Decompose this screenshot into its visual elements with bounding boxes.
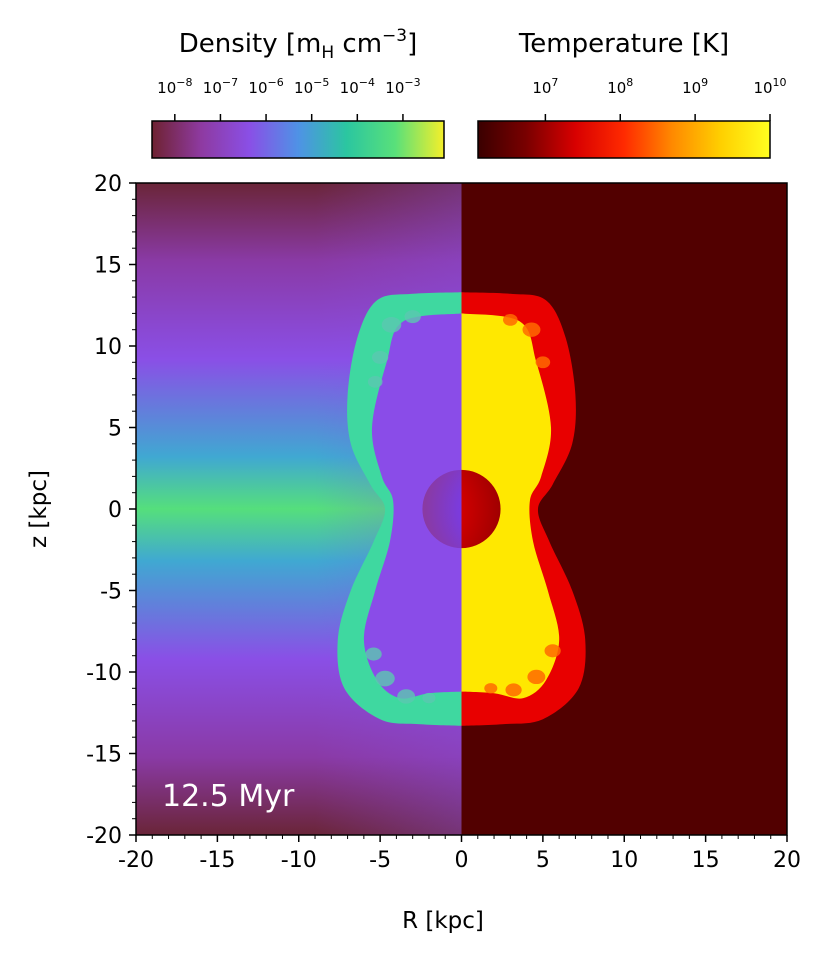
- temperature-colorbar-tick-label: 108: [607, 76, 633, 97]
- x-tick-label: -5: [369, 848, 391, 873]
- density-colorbar-tick-label: 10−3: [385, 76, 420, 97]
- density-eddy: [371, 350, 389, 364]
- x-tick-label: -15: [199, 848, 235, 873]
- density-colorbar-tick-label: 10−6: [248, 76, 283, 97]
- temperature-eddy: [544, 644, 561, 658]
- temperature-core: [461, 469, 501, 549]
- temperature-eddy: [505, 683, 522, 697]
- temperature-colorbar-title: Temperature [K]: [518, 29, 729, 59]
- temperature-eddy: [527, 669, 546, 685]
- x-tick-label: 5: [536, 848, 550, 873]
- density-eddy: [404, 310, 421, 324]
- x-tick-label: -10: [281, 848, 317, 873]
- x-tick-label: 0: [455, 848, 469, 873]
- x-tick-label: 10: [610, 848, 638, 873]
- y-tick-label: 20: [94, 172, 122, 197]
- density-colorbar-tick-label: 10−7: [203, 76, 238, 97]
- density-eddy: [375, 670, 395, 687]
- density-eddy: [365, 647, 382, 661]
- x-axis-title: R [kpc]: [402, 908, 484, 934]
- temperature-colorbar-tick-label: 109: [682, 76, 708, 97]
- temperature-eddy: [484, 683, 498, 694]
- y-tick-label: 0: [108, 498, 122, 523]
- temperature-eddy: [503, 314, 518, 326]
- y-axis-title: z [kpc]: [26, 470, 52, 548]
- temperature-panel: [461, 183, 787, 835]
- density-colorbar-title: Density [mH cm−3]: [179, 26, 418, 63]
- density-eddy: [381, 316, 402, 333]
- density-panel: [136, 183, 462, 835]
- temperature-eddy: [535, 356, 551, 369]
- temperature-colorbar-tick-label: 1010: [753, 76, 786, 97]
- temperature-bubble-interior: [461, 313, 560, 699]
- axes: -20 -15 -10 -5 0 5 10 15 20 20 15 10 5 0 -5 -10 -15 -20: [86, 172, 801, 873]
- x-tick-label: 20: [773, 848, 801, 873]
- density-eddy: [422, 692, 436, 704]
- y-tick-label: -20: [86, 824, 122, 849]
- temperature-colorbar-bar: [477, 120, 771, 159]
- density-colorbar: 10−8 10−7 10−6 10−5 10−4 10−3: [151, 76, 445, 159]
- density-core: [422, 469, 462, 549]
- y-tick-label: -10: [86, 661, 122, 686]
- density-colorbar-tick-label: 10−5: [294, 76, 329, 97]
- density-bubble-interior: [363, 313, 462, 699]
- y-tick-label: 5: [108, 417, 122, 442]
- temperature-colorbar: 107 108 109 1010: [477, 76, 787, 159]
- plot-area: [136, 183, 787, 835]
- density-eddy: [397, 689, 416, 704]
- y-tick-label: 15: [94, 254, 122, 279]
- density-eddy: [367, 375, 383, 388]
- temperature-colorbar-tick-label: 107: [532, 76, 558, 97]
- time-label: 12.5 Myr: [162, 779, 295, 814]
- x-tick-label: -20: [118, 848, 154, 873]
- y-tick-label: -5: [100, 580, 122, 605]
- y-tick-label: -15: [86, 743, 122, 768]
- x-tick-label: 15: [692, 848, 720, 873]
- temperature-eddy: [522, 322, 541, 337]
- density-colorbar-tick-label: 10−4: [340, 76, 375, 97]
- density-colorbar-bar: [151, 120, 445, 159]
- density-colorbar-tick-label: 10−8: [157, 76, 192, 97]
- y-tick-label: 10: [94, 335, 122, 360]
